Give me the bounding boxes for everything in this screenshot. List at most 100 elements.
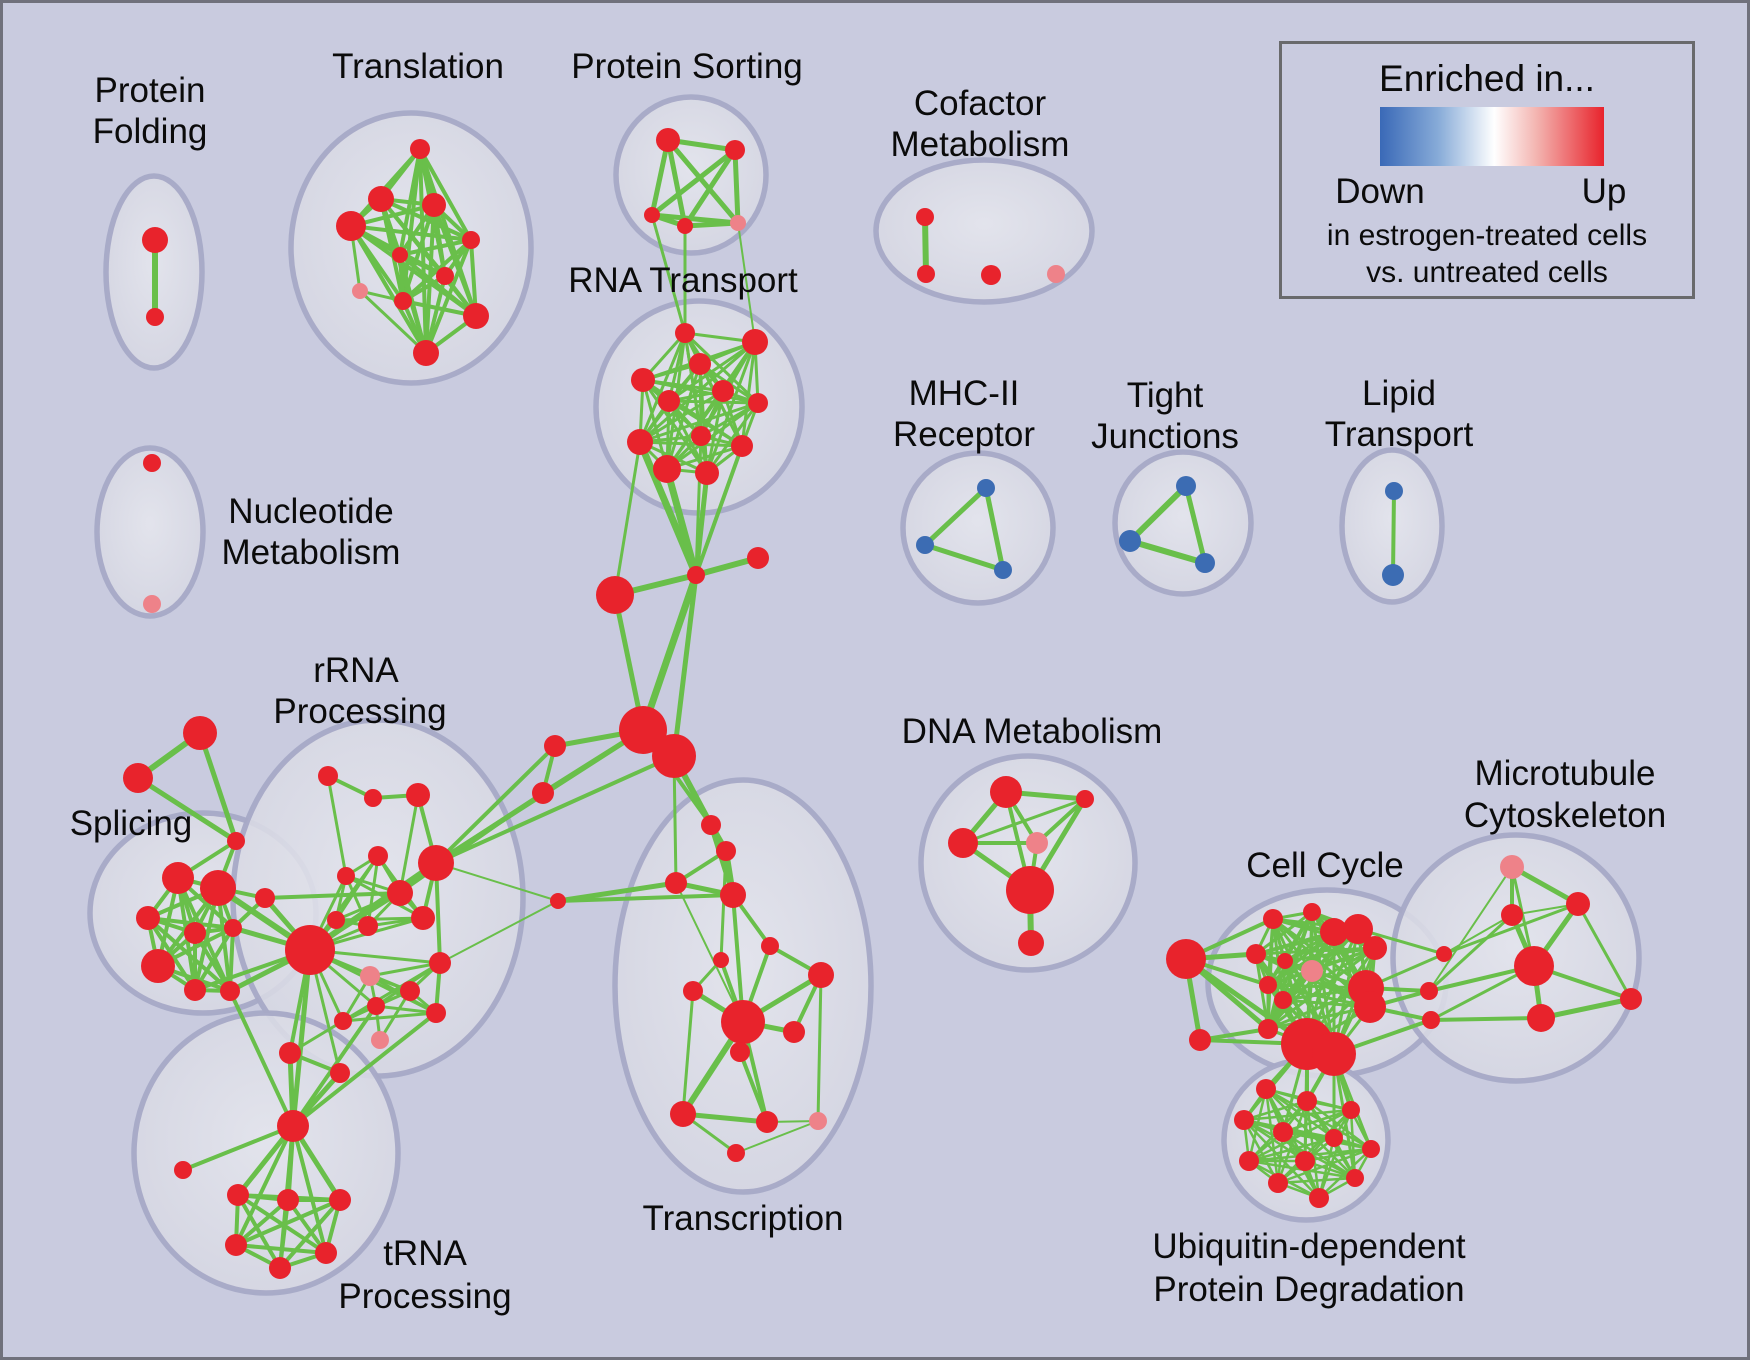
gene-set-node-133 (1295, 1151, 1315, 1171)
overlap-edge (649, 137, 671, 218)
gene-set-node-27 (731, 435, 753, 457)
overlap-edge (398, 253, 478, 318)
legend-subtitle: in estrogen-treated cells vs. untreated … (1282, 217, 1692, 291)
gene-set-node-19 (742, 329, 768, 355)
overlap-edge (922, 485, 989, 548)
gene-set-node-97 (1006, 866, 1054, 914)
gene-set-node-36 (532, 782, 554, 804)
gene-set-node-64 (426, 1003, 446, 1023)
overlap-edge (683, 331, 760, 405)
gene-set-node-90 (756, 1111, 778, 1133)
gene-set-node-99 (1166, 939, 1206, 979)
gene-set-node-139 (981, 265, 1001, 285)
gene-set-node-136 (1346, 1169, 1364, 1187)
gene-set-node-92 (727, 1144, 745, 1162)
cluster-bubble-mhc-ii-receptor (900, 450, 1056, 606)
overlap-edge (1281, 1108, 1353, 1134)
gene-set-node-94 (1076, 790, 1094, 808)
overlap-edge (434, 754, 676, 865)
overlap-edge (682, 147, 738, 229)
overlap-edge (1276, 1176, 1357, 1185)
overlap-edge (961, 797, 1087, 845)
gene-set-node-104 (1259, 976, 1277, 994)
overlap-edge (326, 774, 348, 878)
overlap-edge (732, 147, 741, 226)
gene-set-node-145 (1119, 530, 1141, 552)
overlap-edge (1198, 1027, 1270, 1042)
overlap-edge (738, 1050, 769, 1124)
overlap-edge (1242, 1099, 1309, 1122)
overlap-edge (667, 399, 760, 405)
gene-set-node-105 (1277, 953, 1293, 969)
gene-set-node-100 (1189, 1029, 1211, 1051)
gene-set-node-101 (1263, 909, 1283, 929)
gene-set-node-144 (1176, 476, 1196, 496)
gene-set-node-96 (1026, 832, 1048, 854)
overlap-edge (1247, 1136, 1336, 1163)
cluster-label-protein-folding-0: Protein (95, 71, 206, 110)
gene-set-node-63 (367, 997, 385, 1015)
gene-set-node-107 (1258, 1019, 1278, 1039)
overlap-edge (665, 137, 741, 226)
gene-set-node-81 (550, 893, 566, 909)
cluster-label-mhc-ii-receptor-1: Receptor (893, 415, 1035, 454)
overlap-edge (682, 220, 741, 229)
gene-set-node-11 (463, 303, 489, 329)
overlap-edge (649, 147, 738, 218)
gene-set-node-138 (917, 265, 935, 283)
cluster-label-lipid-transport-1: Transport (1325, 415, 1474, 454)
gene-set-node-126 (1297, 1091, 1317, 1111)
gene-set-node-73 (329, 1189, 351, 1211)
gene-set-node-42 (136, 906, 160, 930)
overlap-edge (228, 926, 235, 993)
gene-set-node-26 (627, 429, 653, 455)
overlap-edge (1276, 1108, 1353, 1185)
overlap-edge (680, 1111, 770, 1125)
overlap-edge (424, 238, 473, 355)
gene-set-node-16 (677, 218, 693, 234)
overlap-edge (439, 900, 559, 964)
gene-set-node-2 (410, 139, 430, 159)
overlap-edge (349, 224, 428, 355)
cluster-label-rrna-processing-1: Processing (273, 692, 446, 731)
overlap-edge (181, 1124, 295, 1172)
cluster-label-mhc-ii-receptor-0: MHC-II (909, 374, 1020, 413)
overlap-edge (341, 961, 442, 1023)
gene-set-node-118 (1436, 946, 1452, 962)
gene-set-node-55 (418, 845, 454, 881)
gene-set-node-56 (411, 906, 435, 930)
gene-set-node-52 (368, 846, 388, 866)
gene-set-node-111 (1363, 936, 1387, 960)
gene-set-node-103 (1246, 944, 1266, 964)
gene-set-node-38 (123, 763, 153, 793)
overlap-edge (418, 147, 473, 242)
legend-up-label: Up (1581, 172, 1627, 211)
overlap-edge (1442, 902, 1580, 956)
gene-set-node-134 (1268, 1173, 1288, 1193)
gene-set-node-113 (1354, 991, 1386, 1023)
overlap-edge (705, 401, 760, 475)
gene-set-node-31 (596, 576, 634, 614)
gene-set-node-70 (174, 1161, 192, 1179)
gene-set-node-47 (220, 981, 240, 1001)
cluster-label-cofactor-metabolism-1: Metabolism (891, 125, 1070, 164)
overlap-edge (1391, 489, 1396, 577)
cluster-bubble-translation (288, 110, 534, 386)
gene-set-node-88 (730, 1042, 750, 1062)
gene-set-node-18 (675, 323, 695, 343)
gene-set-node-22 (712, 380, 734, 402)
gene-set-node-132 (1239, 1151, 1259, 1171)
gene-set-node-115 (1312, 1032, 1356, 1076)
overlap-edge (705, 389, 725, 475)
gene-set-node-69 (277, 1110, 309, 1142)
gene-set-node-147 (1385, 482, 1403, 500)
gene-set-node-65 (371, 1031, 389, 1049)
gene-set-node-72 (277, 1189, 299, 1211)
cluster-label-ubiquitin-degradation-0: Ubiquitin-dependent (1152, 1227, 1466, 1266)
cluster-label-rna-transport-0: RNA Transport (568, 261, 798, 300)
overlap-edge (358, 289, 428, 355)
overlap-edge (740, 340, 757, 448)
gene-set-node-58 (327, 911, 345, 929)
gene-set-node-116 (1420, 982, 1438, 1000)
